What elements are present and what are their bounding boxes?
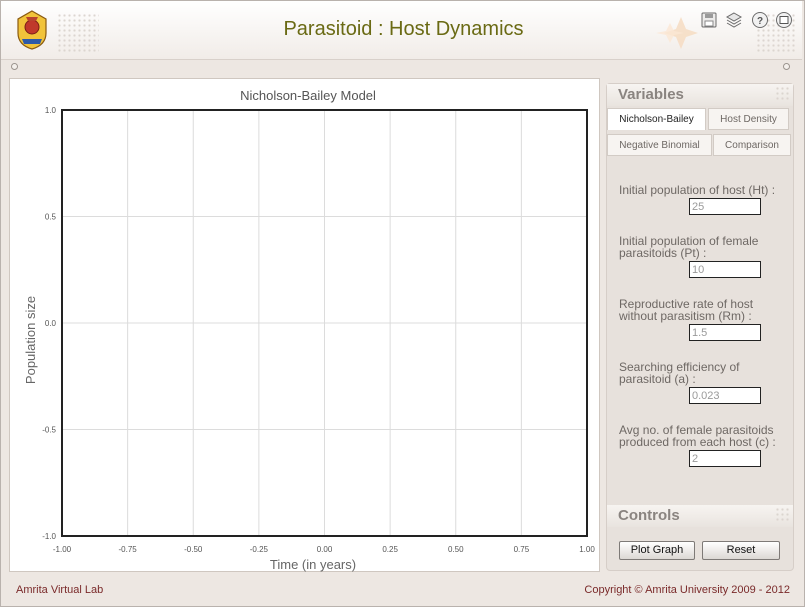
sparkle-decoration-icon [656, 17, 698, 49]
parasitoid-population-input[interactable] [689, 261, 761, 278]
x-tick-label: 0.75 [514, 545, 530, 554]
help-icon[interactable]: ? [751, 11, 769, 29]
chart-title: Nicholson-Bailey Model [240, 88, 376, 103]
searching-efficiency-input[interactable] [689, 387, 761, 404]
x-tick-label: 0.00 [317, 545, 333, 554]
reset-button[interactable]: Reset [702, 541, 780, 560]
save-icon[interactable] [700, 11, 718, 29]
host-population-input[interactable] [689, 198, 761, 215]
chart: Nicholson-Bailey Model -1.00 -0.75 -0.50 -0… [23, 88, 595, 572]
university-logo-icon [17, 10, 47, 50]
toolbar-strip [1, 60, 802, 74]
x-tick-label: 1.00 [579, 545, 595, 554]
footer-bar: Amrita Virtual Lab Copyright © Amrita Un… [1, 580, 802, 604]
x-axis-label: Time (in years) [270, 557, 356, 572]
fullscreen-icon[interactable] [775, 11, 793, 29]
screw-right-icon [783, 63, 790, 70]
plot-graph-button[interactable]: Plot Graph [619, 541, 695, 560]
reproductive-rate-input[interactable] [689, 324, 761, 341]
layers-icon[interactable] [725, 11, 743, 29]
variables-heading: Variables [607, 84, 793, 106]
y-tick-label: -0.5 [42, 426, 56, 435]
variables-heading-dots [775, 86, 791, 102]
field-label-parasitoid-population: Initial population of female parasitoids… [619, 234, 759, 260]
x-tick-label: -0.25 [250, 545, 269, 554]
x-tick-label: 0.50 [448, 545, 464, 554]
footer-lab-name: Amrita Virtual Lab [16, 584, 104, 596]
x-tick-label: 0.25 [382, 545, 398, 554]
field-label-host-population: Initial population of host (Ht) : [619, 183, 776, 197]
page-title: Parasitoid : Host Dynamics [283, 18, 524, 40]
graph-panel [9, 78, 600, 572]
tab-host-density[interactable]: Host Density [708, 108, 789, 130]
y-tick-label: 0.0 [45, 319, 57, 328]
y-tick-label: -1.0 [42, 532, 56, 541]
variables-form: Initial population of host (Ht) : Initia… [607, 155, 793, 500]
y-tick-label: 0.5 [45, 213, 57, 222]
header-bar: Parasitoid : Host Dynamics ? [1, 1, 802, 60]
y-tick-label: 1.0 [45, 106, 57, 115]
field-label-avg-parasitoids: Avg no. of female parasitoids produced f… [619, 423, 776, 449]
screw-left-icon [11, 63, 18, 70]
svg-text:?: ? [757, 16, 763, 27]
plot-area[interactable] [61, 109, 588, 537]
field-label-searching-efficiency: Searching efficiency of parasitoid (a) : [619, 360, 740, 386]
avg-parasitoids-input[interactable] [689, 450, 761, 467]
tab-comparison[interactable]: Comparison [713, 134, 791, 156]
header-dots-left [57, 13, 99, 53]
footer-copyright: Copyright © Amrita University 2009 - 201… [584, 584, 790, 596]
x-tick-label: -0.75 [119, 545, 138, 554]
tab-negative-binomial[interactable]: Negative Binomial [607, 134, 712, 156]
x-tick-label: -0.50 [184, 545, 203, 554]
controls-heading: Controls [607, 505, 793, 527]
x-tick-label: -1.00 [53, 545, 72, 554]
y-axis-label: Population size [23, 296, 38, 384]
tab-nicholson-bailey[interactable]: Nicholson-Bailey [607, 108, 706, 130]
controls-heading-dots [775, 507, 791, 523]
field-label-reproductive-rate: Reproductive rate of host without parasi… [619, 297, 754, 323]
